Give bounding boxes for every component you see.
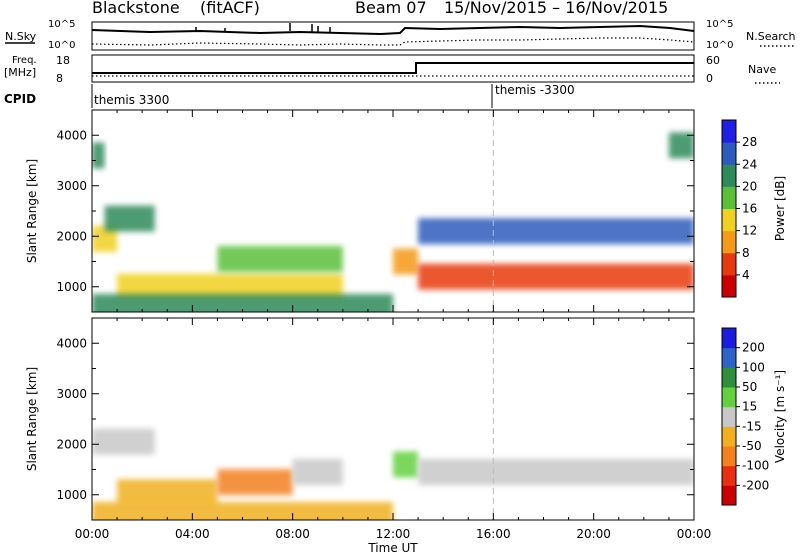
- velocity-echo-band: [92, 428, 155, 455]
- velocity-ylabel: Slant Range [km]: [25, 367, 39, 471]
- xtick-label: 04:00: [175, 527, 210, 541]
- xtick-label: 20:00: [576, 527, 611, 541]
- cpid-segment-1: themis -3300: [495, 83, 575, 97]
- power-colorbar-swatch: [722, 142, 736, 165]
- nave-tick-top: 60: [706, 54, 720, 67]
- range-time-panels: 1000 2000 3000 4000 Slant Range [km] 4 8 12 16 20…: [25, 109, 787, 554]
- velocity-colorbar-swatch: [722, 328, 736, 349]
- freq-tick-bottom: 8: [56, 72, 63, 85]
- velocity-colorbar-label: 100: [742, 360, 765, 374]
- cpid-segment-0: themis 3300: [94, 93, 169, 107]
- xtick-label: 08:00: [275, 527, 310, 541]
- velocity-ytick-label: 3000: [56, 387, 87, 401]
- nave-tick-bottom: 0: [706, 72, 713, 85]
- beam-label: Beam 07: [355, 0, 427, 17]
- velocity-ytick-label: 2000: [56, 437, 87, 451]
- noise-tick-right-top: 10^5: [706, 19, 733, 30]
- velocity-colorbar-swatch: [722, 465, 736, 486]
- power-colorbar-swatch: [722, 274, 736, 298]
- power-echo-band: [92, 142, 105, 169]
- velocity-colorbar-label: -100: [742, 459, 769, 473]
- power-colorbar-label: 20: [742, 179, 757, 193]
- power-ylabel: Slant Range [km]: [25, 159, 39, 263]
- power-colorbar-label: 12: [742, 224, 757, 238]
- velocity-echo-layer: [92, 428, 694, 520]
- velocity-colorbar-label: 50: [742, 380, 757, 394]
- cpid-label: CPID: [4, 92, 36, 106]
- velocity-colorbar-swatch: [722, 387, 736, 408]
- power-echo-layer: [92, 132, 694, 312]
- power-echo-band: [418, 263, 694, 290]
- velocity-colorbar-swatch: [722, 367, 736, 388]
- power-colorbar-swatch: [722, 208, 736, 232]
- velocity-colorbar-swatch: [722, 347, 736, 368]
- freq-unit: [MHz]: [4, 66, 36, 79]
- freq-label: Freq.: [12, 55, 37, 66]
- velocity-colorbar-label: -200: [742, 478, 769, 492]
- nave-label: Nave: [748, 63, 776, 76]
- power-ytick-label: 1000: [56, 280, 87, 294]
- nsearch-label: N.Search: [746, 30, 796, 43]
- noise-tick-left-bottom: 10^0: [48, 40, 75, 51]
- power-colorbar-label: 28: [742, 135, 757, 149]
- power-echo-band: [104, 205, 155, 232]
- nsearch-trace: [91, 37, 695, 46]
- velocity-colorbar-swatch: [722, 485, 736, 506]
- power-ytick-label: 2000: [56, 229, 87, 243]
- noise-spikes: [195, 23, 331, 32]
- power-colorbar-title: Power [dB]: [773, 176, 787, 241]
- noise-panel-frame: [91, 21, 695, 51]
- nsky-trace: [91, 24, 695, 36]
- velocity-echo-band: [292, 459, 343, 486]
- velocity-colorbar-label: 200: [742, 341, 765, 355]
- velocity-colorbar-swatch: [722, 406, 736, 427]
- xtick-label: 00:00: [75, 527, 110, 541]
- freq-tick-top: 18: [56, 54, 70, 67]
- power-ytick-label: 3000: [56, 179, 87, 193]
- power-echo-band: [217, 245, 343, 272]
- nsky-label: N.Sky: [5, 30, 37, 43]
- velocity-colorbar-swatch: [722, 426, 736, 447]
- velocity-colorbar-label: 15: [742, 400, 757, 414]
- station-title: Blackstone: [92, 0, 180, 17]
- power-ytick-label: 4000: [56, 128, 87, 142]
- velocity-colorbar-swatch: [722, 446, 736, 467]
- power-colorbar-label: 4: [742, 268, 750, 282]
- power-colorbar-label: 24: [742, 157, 757, 171]
- power-echo-band: [418, 218, 694, 245]
- power-colorbar-swatch: [722, 230, 736, 254]
- velocity-colorbar-label: -15: [742, 419, 762, 433]
- velocity-ytick-label: 4000: [56, 336, 87, 350]
- xtick-label: 12:00: [376, 527, 411, 541]
- xtick-label: 00:00: [677, 527, 712, 541]
- xtick-label: 16:00: [476, 527, 511, 541]
- date-range: 15/Nov/2015 – 16/Nov/2015: [444, 0, 668, 17]
- velocity-echo-band: [393, 451, 419, 478]
- power-colorbar-swatch: [722, 186, 736, 209]
- freq-panel-frame: [91, 54, 695, 83]
- velocity-colorbar-label: -50: [742, 439, 762, 453]
- algorithm-label: (fitACF): [200, 0, 260, 17]
- velocity-ytick-label: 1000: [56, 488, 87, 502]
- power-colorbar-label: 16: [742, 202, 757, 216]
- power-colorbar-swatch: [722, 164, 736, 187]
- velocity-echo-band: [117, 479, 218, 506]
- power-colorbar-swatch: [722, 120, 736, 143]
- power-echo-band: [92, 293, 393, 312]
- power-colorbar-swatch: [722, 252, 736, 276]
- power-colorbar-label: 8: [742, 246, 750, 260]
- power-echo-band: [668, 132, 694, 159]
- xaxis-label: Time UT: [367, 541, 418, 554]
- velocity-colorbar-frame: [721, 327, 737, 506]
- noise-tick-right-bottom: 10^0: [706, 40, 733, 51]
- power-echo-band: [393, 248, 419, 275]
- velocity-echo-band: [418, 459, 694, 486]
- velocity-colorbar-title: Velocity [m s⁻¹]: [773, 370, 787, 463]
- velocity-echo-band: [92, 501, 393, 520]
- noise-tick-left-top: 10^5: [48, 19, 75, 30]
- freq-trace: [92, 62, 694, 74]
- velocity-echo-band: [217, 469, 293, 496]
